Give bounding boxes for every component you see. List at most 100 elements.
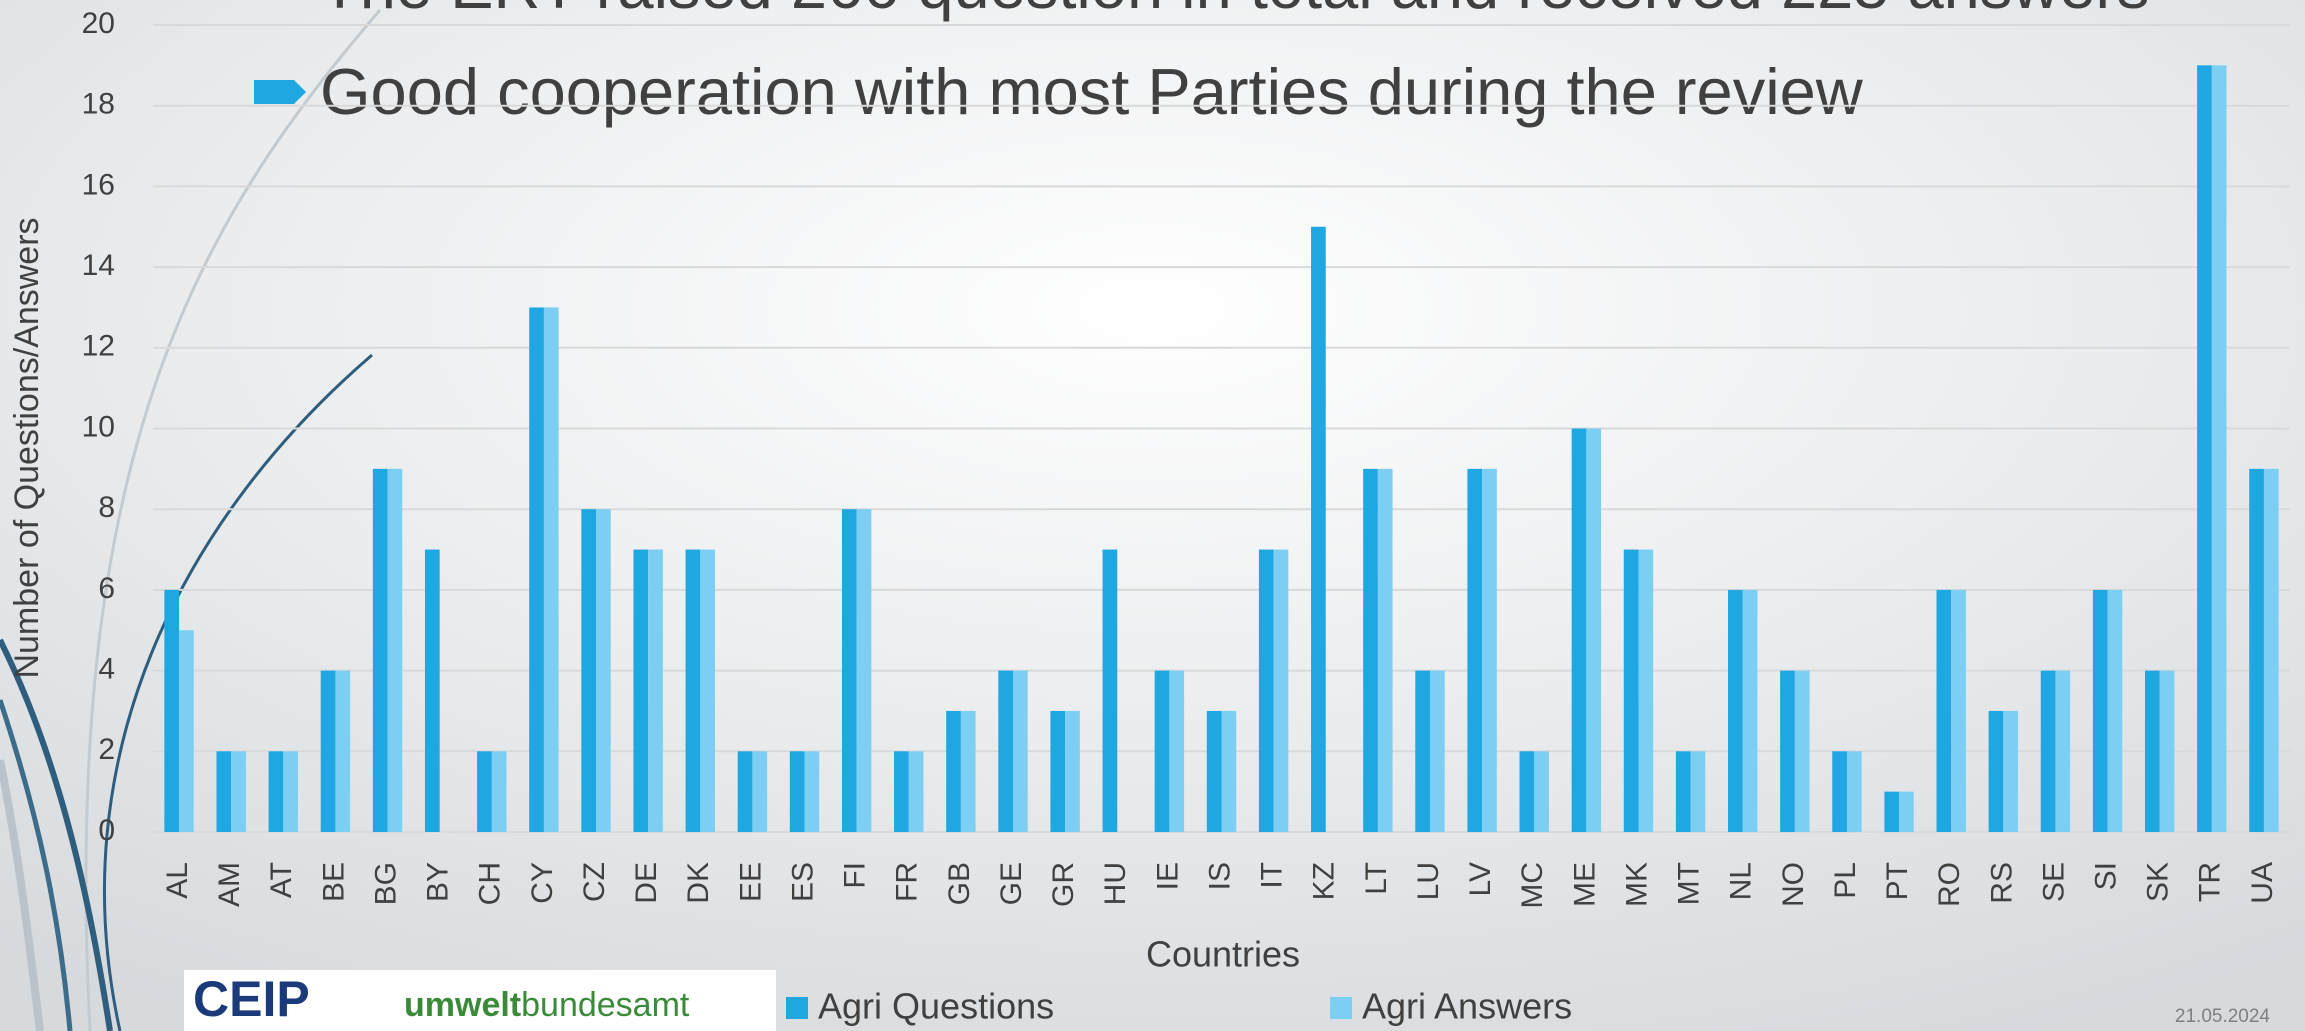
x-tick-label: TR xyxy=(2194,862,2227,902)
bar xyxy=(231,751,246,832)
bar xyxy=(1951,589,1966,832)
bar xyxy=(179,630,194,832)
title: The ERT raised 266 question in total and… xyxy=(320,0,2150,22)
x-tick-label: HU xyxy=(1099,862,1132,905)
bar xyxy=(700,549,715,832)
y-tick-label: 8 xyxy=(98,491,115,524)
x-tick-label: UA xyxy=(2246,862,2279,904)
y-tick-label: 12 xyxy=(82,330,115,363)
x-tick-label: PT xyxy=(1881,862,1914,900)
x-tick-label: LT xyxy=(1360,862,1393,895)
bar xyxy=(1221,710,1237,832)
x-tick-label: AL xyxy=(161,862,194,899)
bar xyxy=(1377,468,1393,832)
bar xyxy=(477,751,492,832)
subtitle: Good cooperation with most Parties durin… xyxy=(320,55,1864,128)
x-tick-label: ES xyxy=(786,862,819,902)
bar xyxy=(372,468,388,832)
bar xyxy=(1415,670,1430,832)
bar xyxy=(1899,791,1914,832)
bar xyxy=(633,549,649,832)
x-tick-label: DK xyxy=(682,862,715,904)
x-tick-label: GR xyxy=(1047,862,1080,907)
bar xyxy=(1102,549,1118,832)
bar xyxy=(1884,791,1900,832)
bar xyxy=(529,307,544,832)
bar xyxy=(2197,65,2212,833)
x-tick-label: SK xyxy=(2142,862,2175,902)
x-tick-label: ME xyxy=(1568,862,1601,907)
x-tick-label: RS xyxy=(1985,862,2018,904)
bar xyxy=(491,751,507,832)
x-tick-label: FI xyxy=(839,862,872,889)
x-tick-label: BE xyxy=(317,862,350,902)
bar xyxy=(1936,589,1952,832)
bar xyxy=(1623,549,1639,832)
legend-swatch xyxy=(1330,997,1352,1019)
bar xyxy=(1363,468,1378,832)
bar xyxy=(1273,549,1289,832)
x-tick-label: IT xyxy=(1256,862,1289,889)
bar xyxy=(424,549,440,832)
x-tick-label: IS xyxy=(1203,862,1236,890)
logo-umweltbundesamt: umweltbundesamt xyxy=(404,986,690,1024)
x-tick-label: BG xyxy=(369,862,402,905)
x-tick-label: KZ xyxy=(1308,862,1341,900)
legend-label: Agri Answers xyxy=(1362,986,1572,1027)
bar xyxy=(2211,65,2227,833)
bar xyxy=(543,307,559,832)
bar xyxy=(164,589,180,832)
bar xyxy=(1571,428,1587,832)
x-tick-label: CH xyxy=(474,862,507,905)
bar xyxy=(2040,670,2056,832)
bar xyxy=(1988,710,2004,832)
x-tick-label: LU xyxy=(1412,862,1445,900)
bar xyxy=(998,670,1014,832)
x-tick-label: BY xyxy=(422,862,455,902)
bar xyxy=(2003,710,2019,832)
logo-ceip: CEIP xyxy=(193,971,310,1027)
y-tick-label: 0 xyxy=(98,814,115,847)
x-tick-label: NL xyxy=(1725,862,1758,900)
y-tick-label: 4 xyxy=(98,653,115,686)
bar xyxy=(1846,751,1862,832)
bar xyxy=(960,710,976,832)
bar xyxy=(804,751,820,832)
x-tick-label: RO xyxy=(1933,862,1966,907)
bar xyxy=(2144,670,2160,832)
bar xyxy=(1742,589,1758,832)
bar xyxy=(268,751,284,832)
bar xyxy=(2249,468,2264,832)
bar xyxy=(1065,710,1080,832)
bar xyxy=(1675,751,1691,832)
x-tick-label: FR xyxy=(891,862,924,902)
bar xyxy=(1429,670,1445,832)
bar xyxy=(320,670,336,832)
x-tick-label: MC xyxy=(1516,862,1549,909)
logo-box xyxy=(184,970,776,1031)
x-tick-label: NO xyxy=(1777,862,1810,907)
bar xyxy=(2055,670,2071,832)
bar xyxy=(596,509,611,832)
x-axis-label: Countries xyxy=(1146,934,1300,975)
y-tick-label: 14 xyxy=(82,249,115,282)
bar xyxy=(841,509,857,832)
y-tick-label: 2 xyxy=(98,733,115,766)
x-tick-label: LV xyxy=(1464,862,1497,896)
bar xyxy=(1154,670,1170,832)
x-tick-label: EE xyxy=(734,862,767,902)
bar xyxy=(1050,710,1066,832)
x-tick-label: GE xyxy=(995,862,1028,905)
x-tick-label: AM xyxy=(213,862,246,907)
bar xyxy=(1169,670,1185,832)
x-tick-label: CZ xyxy=(578,862,611,902)
bullet-icon xyxy=(254,80,306,104)
y-axis-label: Number of Questions/Answers xyxy=(8,217,46,678)
bar xyxy=(1534,751,1549,832)
y-tick-label: 16 xyxy=(82,168,115,201)
logo-umwelt: umwelt xyxy=(404,986,521,1024)
bar xyxy=(737,751,753,832)
bar xyxy=(2107,589,2123,832)
